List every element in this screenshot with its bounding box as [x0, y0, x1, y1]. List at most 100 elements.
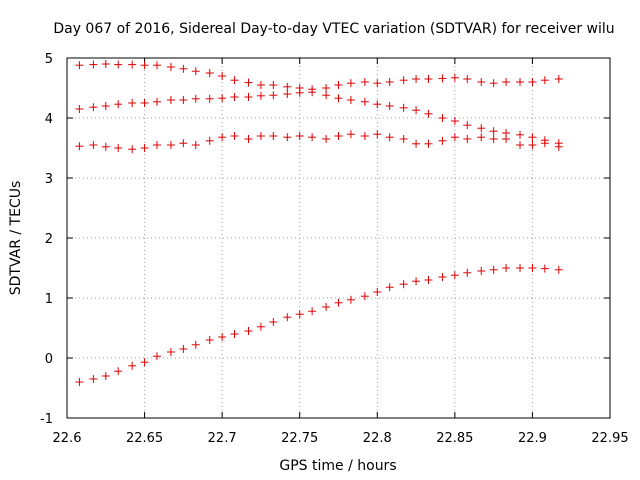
x-axis-label: GPS time / hours — [279, 458, 396, 474]
data-point — [346, 130, 355, 139]
data-point — [308, 307, 317, 316]
data-point — [489, 79, 498, 88]
data-point — [385, 133, 394, 142]
data-point — [101, 60, 110, 68]
data-point — [412, 139, 421, 148]
y-tick-label: 5 — [45, 52, 53, 67]
data-point — [399, 135, 408, 143]
data-point — [283, 313, 292, 322]
data-point — [489, 265, 498, 274]
data-point — [114, 144, 123, 152]
data-point — [554, 75, 563, 83]
data-point — [152, 141, 161, 149]
chart-title: Day 067 of 2016, Sidereal Day-to-day VTE… — [53, 21, 614, 37]
data-point — [75, 378, 84, 386]
data-point — [179, 96, 188, 104]
data-points — [75, 60, 563, 386]
data-point — [463, 268, 472, 277]
data-point — [244, 327, 253, 335]
data-point — [516, 78, 525, 86]
data-point — [128, 361, 137, 370]
x-tick-label: 22.85 — [436, 431, 473, 446]
data-point — [140, 99, 149, 107]
data-point — [502, 264, 511, 272]
data-point — [244, 93, 253, 101]
data-point — [463, 135, 472, 143]
data-point — [360, 292, 369, 301]
data-point — [412, 75, 421, 83]
data-point — [152, 97, 161, 106]
data-point — [230, 76, 239, 85]
data-point — [334, 94, 343, 103]
data-point — [322, 135, 331, 143]
data-point — [438, 74, 447, 83]
data-point — [128, 60, 137, 69]
data-point — [140, 144, 149, 152]
data-point — [114, 60, 123, 69]
data-point — [140, 358, 149, 367]
data-point — [424, 139, 433, 148]
data-point — [191, 67, 200, 76]
data-point — [191, 340, 200, 349]
data-point — [205, 136, 214, 145]
data-point — [385, 283, 394, 292]
data-point — [528, 264, 537, 272]
data-point — [179, 345, 188, 353]
data-point — [489, 127, 498, 136]
data-point — [205, 94, 214, 103]
data-point — [256, 91, 265, 100]
data-point — [516, 141, 525, 149]
data-point — [191, 94, 200, 103]
data-point — [269, 91, 278, 100]
data-point — [114, 367, 123, 376]
data-point — [424, 75, 433, 83]
data-point — [438, 114, 447, 122]
data-point — [218, 94, 227, 103]
data-point — [244, 78, 253, 87]
y-tick-label: 0 — [45, 352, 53, 367]
data-point — [385, 102, 394, 110]
data-point — [502, 135, 511, 143]
data-point — [101, 372, 110, 380]
data-point — [346, 96, 355, 104]
x-tick-label: 22.8 — [363, 431, 392, 446]
data-point — [450, 133, 459, 142]
data-point — [283, 82, 292, 91]
data-point — [89, 60, 98, 69]
data-point — [152, 352, 161, 361]
data-point — [554, 265, 563, 274]
data-point — [463, 121, 472, 130]
data-point — [308, 133, 317, 142]
y-tick-label: 1 — [45, 292, 53, 307]
data-point — [308, 88, 317, 97]
data-point — [140, 61, 149, 70]
data-point — [438, 273, 447, 281]
data-point — [540, 139, 549, 148]
data-point — [256, 132, 265, 140]
data-point — [438, 136, 447, 145]
data-point — [179, 64, 188, 73]
data-point — [450, 271, 459, 280]
data-point — [477, 78, 486, 86]
data-point — [554, 142, 563, 151]
data-point — [373, 288, 382, 296]
data-point — [528, 133, 537, 142]
data-point — [424, 109, 433, 118]
data-point — [218, 333, 227, 341]
data-point — [516, 130, 525, 139]
data-point — [373, 100, 382, 109]
data-point — [218, 133, 227, 142]
plot-frame — [66, 57, 611, 419]
data-point — [166, 141, 175, 149]
data-point — [256, 81, 265, 89]
data-point — [322, 303, 331, 311]
data-point — [89, 375, 98, 383]
y-tick-label: 2 — [45, 232, 53, 247]
x-tick-label: 22.65 — [126, 431, 163, 446]
data-point — [463, 75, 472, 83]
data-point — [360, 78, 369, 86]
data-point — [205, 69, 214, 77]
data-point — [128, 99, 137, 107]
data-point — [477, 124, 486, 133]
